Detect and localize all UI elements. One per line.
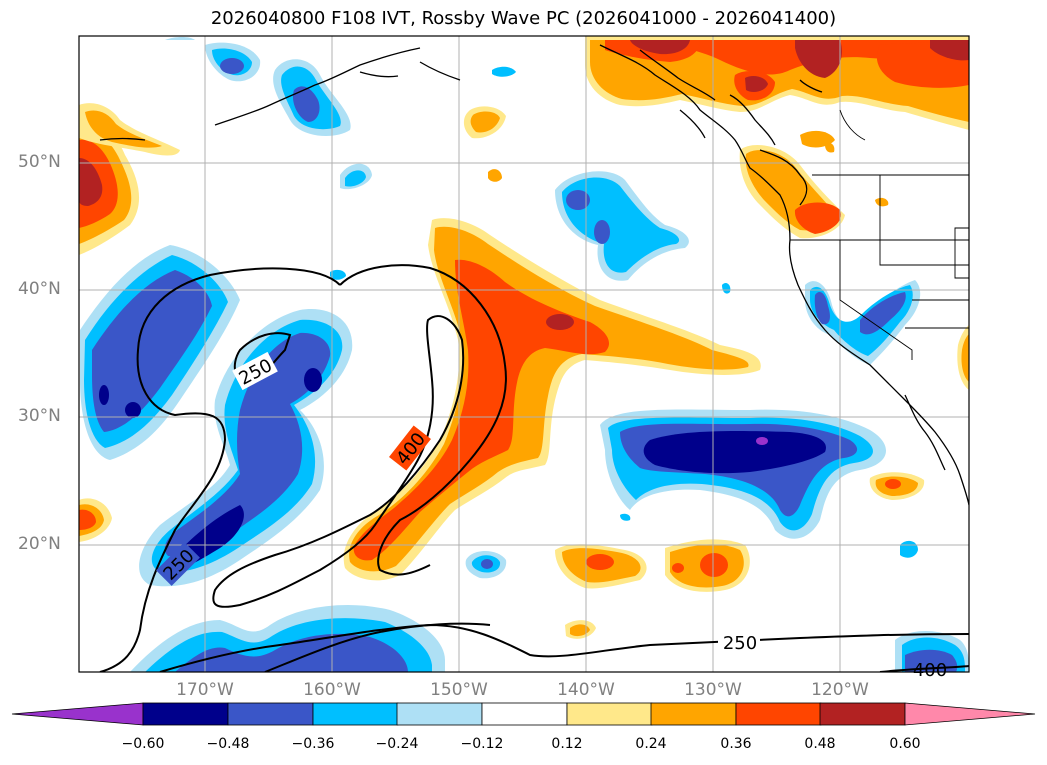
lon-label: 160°W — [303, 680, 361, 700]
negative-anomaly-california — [805, 280, 969, 672]
negative-anomaly-northeast — [555, 171, 689, 281]
colorbar — [11, 702, 1036, 726]
graticule — [79, 36, 969, 672]
colorbar-tick: −0.48 — [206, 736, 250, 752]
negative-anomaly-central — [139, 309, 353, 587]
lat-label: 20°N — [18, 534, 61, 554]
positive-anomaly-small — [165, 37, 969, 639]
colorbar-segment — [819, 702, 906, 726]
colorbar-tick: 0.36 — [720, 736, 752, 752]
lat-label: 30°N — [18, 406, 61, 426]
colorbar-tick: 0.60 — [889, 736, 921, 752]
colorbar-segment — [481, 702, 568, 726]
positive-anomaly-west — [79, 103, 180, 542]
colorbar-extend-max — [904, 702, 1036, 726]
negative-anomaly-west — [80, 245, 240, 460]
colorbar-tick: −0.60 — [121, 736, 165, 752]
negative-anomaly-north — [205, 42, 372, 190]
lon-label: 130°W — [684, 680, 742, 700]
colorbar-segment — [396, 702, 483, 726]
lon-label: 170°W — [176, 680, 234, 700]
colorbar-extend-min — [11, 702, 144, 726]
lat-label: 40°N — [18, 279, 61, 299]
colorbar-segment — [142, 702, 229, 726]
map-title: 2026040800 F108 IVT, Rossby Wave PC (202… — [210, 8, 837, 29]
colorbar-tick: −0.36 — [291, 736, 335, 752]
lat-label: 50°N — [18, 152, 61, 172]
colorbar-tick: 0.48 — [804, 736, 836, 752]
colorbar-segment — [227, 702, 314, 726]
coastlines — [99, 44, 969, 506]
colorbar-segment — [566, 702, 653, 726]
contour-lines — [99, 264, 969, 672]
positive-anomaly-main — [343, 218, 761, 581]
colorbar-segment — [735, 702, 822, 726]
negative-anomaly-small — [330, 66, 731, 579]
colorbar-tick: −0.24 — [375, 736, 419, 752]
negative-anomaly-bottom — [130, 605, 445, 672]
lon-label: 150°W — [430, 680, 488, 700]
contour-label: 400 — [913, 660, 947, 681]
map-panel — [79, 36, 969, 672]
map-frame — [78, 35, 970, 673]
colorbar-segment — [650, 702, 737, 726]
contour-label: 250 — [723, 633, 757, 654]
lon-label: 120°W — [811, 680, 869, 700]
colorbar-tick: −0.12 — [460, 736, 504, 752]
colorbar-tick: 0.12 — [551, 736, 583, 752]
borders — [790, 109, 969, 360]
negative-anomaly-east — [600, 409, 887, 539]
colorbar-tick: 0.24 — [635, 736, 667, 752]
positive-anomaly-northeast — [585, 36, 969, 130]
colorbar-segment — [312, 702, 399, 726]
lon-label: 140°W — [557, 680, 615, 700]
